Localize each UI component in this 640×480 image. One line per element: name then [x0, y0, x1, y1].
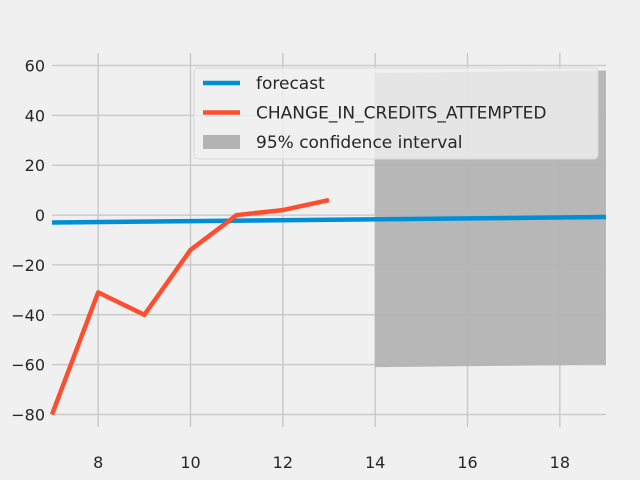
legend-forecast-label: forecast — [256, 74, 325, 94]
tick-labels: 8 10 12 14 16 18 60 40 20 0 −20 −40 −60 −80 — [11, 56, 570, 472]
legend-box — [193, 67, 599, 160]
x-tick-label: 10 — [180, 453, 200, 472]
x-tick-label: 12 — [273, 453, 293, 472]
credits-attempted-line — [49, 197, 330, 416]
legend: forecast CHANGE_IN_CREDITS_ATTEMPTED 95% c… — [193, 67, 599, 160]
legend-ci-swatch — [203, 135, 240, 149]
y-tick-label: 40 — [25, 106, 45, 125]
forecast-line — [51, 214, 607, 225]
y-tick-label: −40 — [11, 306, 45, 325]
y-tick-label: 0 — [35, 206, 45, 225]
x-tick-label: 14 — [365, 453, 385, 472]
x-tick-label: 16 — [457, 453, 477, 472]
y-tick-label: −60 — [11, 356, 45, 375]
y-tick-label: 60 — [25, 56, 45, 75]
legend-credits-label: CHANGE_IN_CREDITS_ATTEMPTED — [256, 104, 547, 124]
legend-ci-label: 95% confidence interval — [256, 133, 462, 153]
series-layer — [49, 197, 607, 416]
y-tick-label: −20 — [11, 256, 45, 275]
y-tick-label: 20 — [25, 156, 45, 175]
x-tick-label: 18 — [550, 453, 570, 472]
x-tick-label: 8 — [93, 453, 103, 472]
y-tick-label: −80 — [11, 406, 45, 425]
